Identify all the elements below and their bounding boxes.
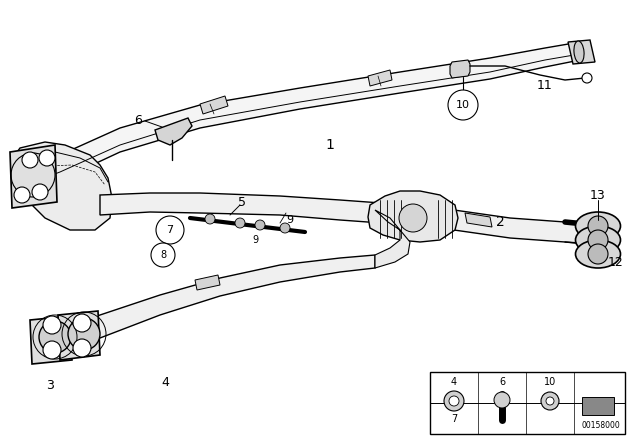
Text: 3: 3 [46, 379, 54, 392]
Circle shape [43, 316, 61, 334]
Circle shape [235, 218, 245, 228]
Polygon shape [368, 191, 458, 242]
Circle shape [205, 214, 215, 224]
Circle shape [22, 152, 38, 168]
Circle shape [588, 244, 608, 264]
Polygon shape [60, 255, 375, 355]
Circle shape [546, 397, 554, 405]
Text: 4: 4 [451, 377, 457, 387]
Polygon shape [368, 70, 392, 86]
Circle shape [39, 321, 71, 353]
Text: 8: 8 [499, 414, 505, 423]
Text: 9: 9 [252, 235, 258, 245]
Circle shape [73, 314, 91, 332]
Circle shape [280, 223, 290, 233]
Text: 2: 2 [495, 215, 504, 229]
Polygon shape [375, 210, 410, 268]
Circle shape [399, 204, 427, 232]
Circle shape [151, 243, 175, 267]
Circle shape [43, 341, 61, 359]
Text: 11: 11 [537, 78, 553, 91]
Text: 10: 10 [544, 377, 556, 387]
Text: 4: 4 [161, 375, 169, 388]
Circle shape [68, 318, 100, 350]
Polygon shape [10, 145, 57, 208]
Circle shape [582, 73, 592, 83]
Circle shape [255, 220, 265, 230]
Text: 6: 6 [499, 377, 505, 387]
Ellipse shape [575, 240, 621, 268]
Circle shape [494, 392, 510, 408]
Text: 1: 1 [326, 138, 335, 152]
Polygon shape [568, 40, 595, 64]
Circle shape [73, 339, 91, 357]
Ellipse shape [574, 41, 584, 63]
Circle shape [588, 216, 608, 236]
Circle shape [39, 150, 55, 166]
Circle shape [156, 216, 184, 244]
Polygon shape [195, 275, 220, 290]
Text: 10: 10 [456, 100, 470, 110]
Circle shape [32, 184, 48, 200]
Polygon shape [155, 118, 192, 145]
Ellipse shape [575, 226, 621, 254]
Polygon shape [100, 193, 595, 244]
Text: 13: 13 [590, 189, 606, 202]
Text: 7: 7 [166, 225, 173, 235]
Text: 5: 5 [238, 195, 246, 208]
Polygon shape [200, 96, 228, 114]
Circle shape [448, 90, 478, 120]
Bar [582, 397, 614, 415]
Text: 6: 6 [134, 113, 142, 126]
Text: 00158000: 00158000 [581, 421, 620, 430]
Polygon shape [58, 311, 100, 360]
Circle shape [541, 392, 559, 410]
Polygon shape [28, 42, 580, 192]
Polygon shape [450, 60, 470, 78]
Text: 9: 9 [287, 215, 294, 225]
Polygon shape [15, 142, 112, 230]
Circle shape [14, 187, 30, 203]
Ellipse shape [575, 212, 621, 240]
Polygon shape [465, 213, 492, 227]
Circle shape [588, 230, 608, 250]
Text: 12: 12 [608, 255, 624, 268]
Text: 8: 8 [160, 250, 166, 260]
Bar [430, 372, 625, 434]
Circle shape [449, 396, 459, 406]
Circle shape [444, 391, 464, 411]
Text: 7: 7 [451, 414, 457, 423]
Polygon shape [30, 316, 72, 364]
